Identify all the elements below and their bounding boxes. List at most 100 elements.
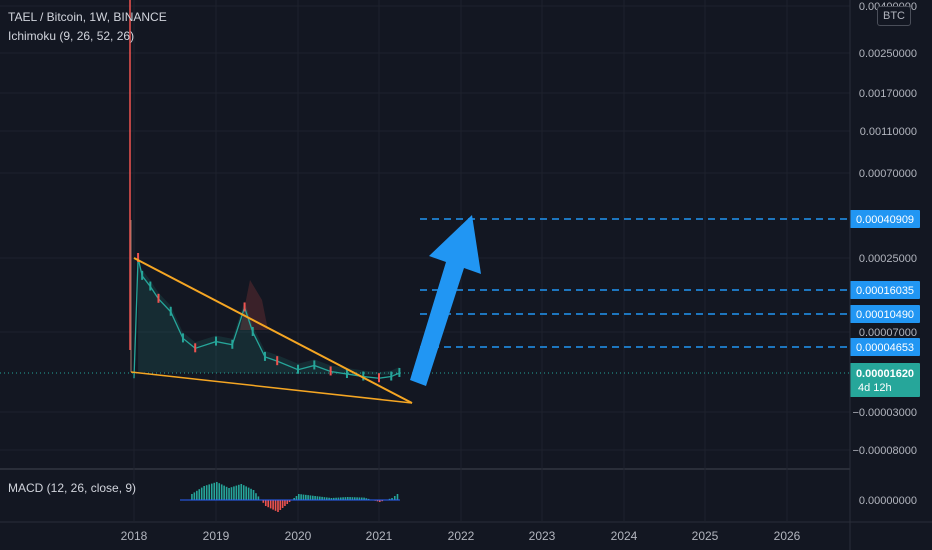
candle — [378, 373, 380, 383]
price-line — [133, 257, 400, 379]
macd-bar — [346, 497, 349, 500]
macd-bar — [193, 492, 196, 500]
macd-bar — [252, 490, 255, 500]
macd-bar — [330, 498, 333, 500]
candle — [194, 343, 197, 353]
macd-bar — [262, 500, 265, 503]
price-tick-label: 0.00110000 — [860, 126, 917, 138]
price-axis: 0.004000000.002500000.001700000.00110000… — [849, 0, 917, 550]
macd-bar — [332, 497, 335, 500]
macd-bar — [242, 485, 245, 500]
macd-bar — [286, 500, 289, 504]
ichimoku-cloud-area — [138, 263, 400, 375]
macd-bar — [367, 498, 370, 500]
macd-bar — [225, 486, 228, 500]
wedge-upper-line — [133, 257, 413, 404]
countdown-label: 4d 12h — [858, 382, 892, 394]
time-tick-label: 2020 — [285, 529, 312, 543]
currency-badge[interactable]: BTC — [877, 6, 911, 26]
macd-bar — [314, 496, 316, 500]
macd-bar — [213, 482, 216, 500]
time-tick-label: 2018 — [121, 529, 148, 543]
time-tick-label: 2019 — [203, 529, 230, 543]
macd-bar — [316, 496, 319, 500]
candle — [329, 366, 332, 376]
macd-bar — [360, 497, 363, 500]
level-label-2: 0.00010490 — [856, 309, 914, 321]
price-tick-label: 0.00007000 — [859, 327, 917, 339]
macd-bar — [391, 498, 393, 500]
macd-bar — [323, 497, 326, 500]
price-tick-label: 0.00250000 — [859, 48, 917, 60]
candle — [141, 270, 144, 280]
macd-bar — [302, 494, 305, 500]
chart-title: TAEL / Bitcoin, 1W, BINANCE — [8, 10, 167, 24]
macd-bar — [293, 498, 295, 500]
candle — [137, 253, 140, 262]
macd-bar — [198, 489, 201, 500]
macd-bar — [247, 487, 250, 500]
macd-bar — [203, 486, 205, 500]
level-label-3: 0.00004653 — [856, 342, 914, 354]
level-badge-2 — [850, 305, 920, 323]
macd-bar — [191, 494, 193, 500]
macd-bar — [321, 496, 323, 500]
candle — [243, 302, 246, 312]
level-label-0: 0.00040909 — [856, 214, 914, 226]
macd-bar — [309, 495, 312, 500]
macd-bar — [339, 497, 342, 500]
candle — [181, 333, 184, 343]
macd-bar — [295, 496, 298, 500]
macd-bar — [353, 497, 356, 500]
macd-bar — [245, 486, 247, 500]
macd-histogram — [180, 482, 400, 512]
macd-bar — [200, 487, 203, 500]
macd-bar — [272, 500, 274, 510]
macd-bar — [365, 498, 368, 500]
candle — [251, 327, 254, 336]
macd-legend: MACD (12, 26, close, 9) — [8, 481, 137, 495]
macd-bar — [279, 500, 282, 510]
price-tick-label: 0.00170000 — [859, 88, 917, 100]
current-price-label: 0.00001620 — [856, 368, 914, 380]
macd-bar — [325, 497, 328, 500]
macd-bar — [335, 497, 337, 500]
horizontal-levels: 0.00040909 0.00016035 0.00010490 0.00004653… — [420, 210, 920, 397]
macd-bar — [358, 497, 361, 500]
macd-bar — [318, 496, 321, 500]
macd-bar — [328, 497, 330, 500]
macd-bar — [381, 500, 384, 502]
macd-bar — [298, 494, 300, 500]
level-label-1: 0.00016035 — [856, 285, 914, 297]
macd-bar — [311, 495, 314, 500]
macd-bar — [379, 500, 381, 502]
macd-bar — [210, 483, 213, 500]
macd-bar — [304, 494, 307, 500]
macd-bar — [255, 493, 257, 500]
macd-bar — [363, 497, 365, 500]
macd-bar — [240, 484, 243, 500]
macd-bar — [196, 490, 198, 500]
macd-bar — [208, 484, 211, 500]
candle — [313, 360, 316, 370]
macd-bar — [238, 484, 240, 500]
time-tick-label: 2023 — [529, 529, 556, 543]
chart-grid — [0, 0, 932, 523]
time-tick-label: 2025 — [692, 529, 719, 543]
time-tick-label: 2021 — [366, 529, 393, 543]
macd-bar — [281, 500, 284, 508]
candle — [297, 364, 299, 374]
macd-bar — [230, 487, 233, 500]
breakout-arrow-shape — [410, 215, 481, 386]
level-badge-3 — [850, 338, 920, 356]
macd-bar — [307, 495, 309, 500]
time-tick-label: 2024 — [611, 529, 638, 543]
macd-bar — [220, 484, 223, 500]
candle — [390, 371, 393, 381]
candle — [362, 371, 365, 381]
macd-bar — [300, 494, 302, 500]
macd-bar — [274, 500, 277, 511]
candle — [276, 356, 279, 366]
macd-bar — [288, 500, 291, 502]
